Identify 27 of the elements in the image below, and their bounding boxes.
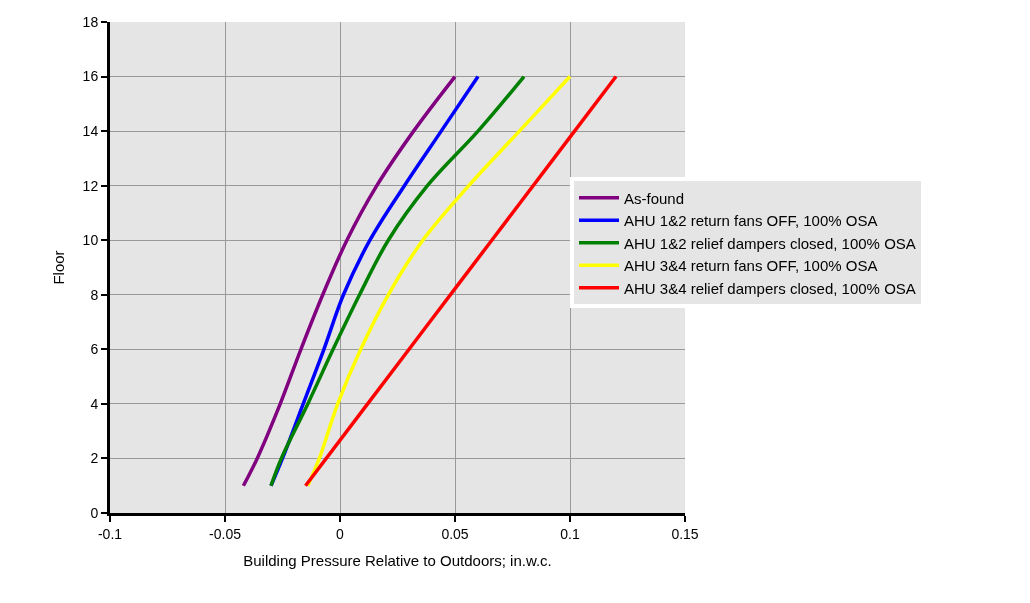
legend-label: As-found <box>624 189 685 207</box>
x-tick-label: -0.05 <box>209 525 242 542</box>
legend-label: AHU 3&4 return fans OFF, 100% OSA <box>624 257 878 275</box>
x-tick-label: 0.05 <box>441 525 469 542</box>
line-series <box>303 74 618 488</box>
x-tick-label: 0.15 <box>671 525 699 542</box>
y-tick-label: 8 <box>90 286 99 303</box>
x-tick-label: 0.1 <box>560 525 580 542</box>
x-tick-label: -0.1 <box>97 525 123 542</box>
line-series <box>269 74 526 488</box>
legend-label: AHU 3&4 relief dampers closed, 100% OSA <box>624 279 916 297</box>
y-tick-label: 2 <box>90 450 99 467</box>
legend-label: AHU 1&2 return fans OFF, 100% OSA <box>624 212 878 230</box>
y-tick-label: 18 <box>82 13 99 30</box>
y-tick-label: 16 <box>82 68 99 85</box>
line-series <box>306 74 572 488</box>
y-tick-label: 14 <box>82 123 99 140</box>
y-axis-title: Floor <box>49 250 67 285</box>
line-series <box>241 74 457 488</box>
y-tick-label: 4 <box>90 395 99 412</box>
y-tick-label: 6 <box>90 341 99 358</box>
x-axis-title: Building Pressure Relative to Outdoors; in.w.c. <box>243 551 552 569</box>
y-tick-label: 12 <box>82 177 99 194</box>
y-tick-label: 10 <box>82 232 99 249</box>
x-tick-label: 0 <box>336 525 345 542</box>
y-tick-label: 0 <box>90 504 99 521</box>
legend-label: AHU 1&2 relief dampers closed, 100% OSA <box>624 234 916 252</box>
